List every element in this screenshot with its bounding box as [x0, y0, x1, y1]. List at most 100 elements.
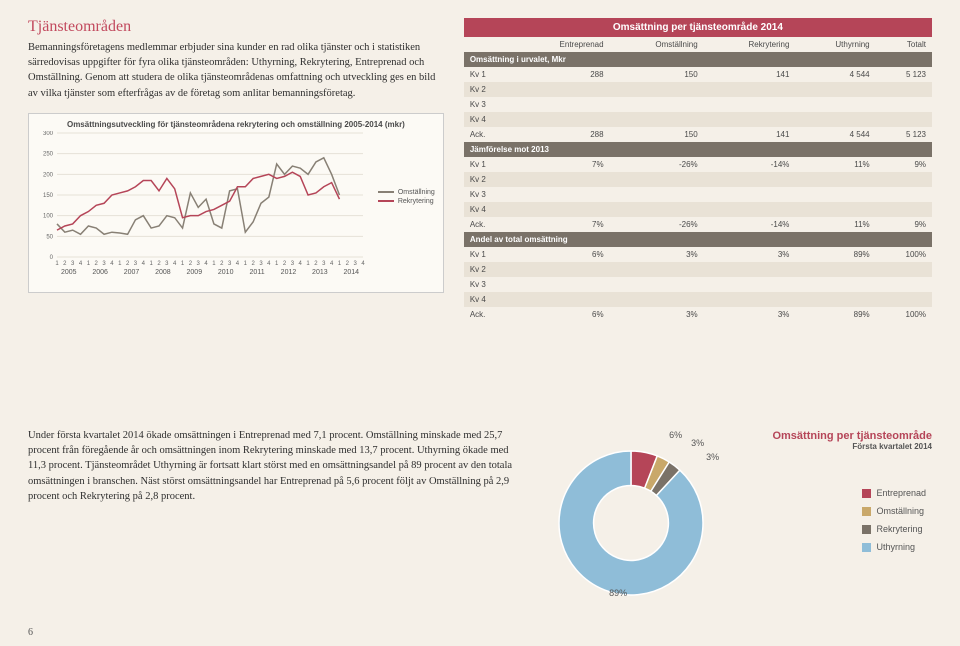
legend-label: Rekrytering — [398, 198, 434, 205]
legend-swatch — [862, 507, 871, 516]
table-cell: 9% — [876, 217, 932, 232]
table-cell — [512, 82, 609, 97]
table-cell: -14% — [704, 217, 796, 232]
table-cell — [876, 172, 932, 187]
svg-text:4: 4 — [361, 261, 365, 267]
table-cell: -26% — [610, 157, 704, 172]
legend-label: Entreprenad — [876, 488, 926, 498]
table-cell: 7% — [512, 157, 609, 172]
table-cell: 4 544 — [795, 67, 875, 82]
table-row: Kv 4 — [464, 292, 932, 307]
table-cell — [610, 187, 704, 202]
legend-swatch — [862, 543, 871, 552]
table-cell: 288 — [512, 127, 609, 142]
table-cell — [795, 97, 875, 112]
table-cell — [704, 292, 796, 307]
table-cell: 11% — [795, 157, 875, 172]
table-cell — [704, 202, 796, 217]
svg-text:4: 4 — [267, 261, 271, 267]
table-cell — [704, 172, 796, 187]
table-row: Kv 2 — [464, 262, 932, 277]
table-cell — [876, 202, 932, 217]
svg-text:2: 2 — [126, 261, 130, 267]
legend-swatch — [862, 489, 871, 498]
table-cell — [512, 262, 609, 277]
table-col-header — [464, 37, 513, 52]
table-cell: 9% — [876, 157, 932, 172]
table-cell: Kv 4 — [464, 112, 513, 127]
svg-text:2005: 2005 — [61, 269, 77, 276]
svg-text:2007: 2007 — [124, 269, 140, 276]
table-col-header: Entreprenad — [512, 37, 609, 52]
svg-text:2: 2 — [220, 261, 224, 267]
svg-text:250: 250 — [43, 152, 54, 158]
table-row: Kv 2 — [464, 172, 932, 187]
svg-text:3: 3 — [102, 261, 106, 267]
table-cell: Kv 1 — [464, 247, 513, 262]
table-cell: Kv 1 — [464, 157, 513, 172]
table-row: Kv 3 — [464, 187, 932, 202]
table-cell — [876, 292, 932, 307]
svg-text:1: 1 — [306, 261, 310, 267]
table-cell: 150 — [610, 67, 704, 82]
table-row: Kv 12881501414 5445 123 — [464, 67, 932, 82]
table-cell — [795, 202, 875, 217]
page-number: 6 — [28, 627, 33, 638]
svg-text:4: 4 — [204, 261, 208, 267]
section-title: Tjänsteområden — [28, 18, 444, 36]
svg-text:1: 1 — [275, 261, 279, 267]
table-cell: Kv 2 — [464, 82, 513, 97]
table-cell — [876, 112, 932, 127]
table-row: Kv 16%3%3%89%100% — [464, 247, 932, 262]
table-cell: 3% — [610, 247, 704, 262]
table-cell — [512, 187, 609, 202]
data-table: EntreprenadOmställningRekryteringUthyrni… — [464, 37, 932, 322]
svg-text:0: 0 — [50, 255, 54, 261]
svg-text:2013: 2013 — [312, 269, 328, 276]
table-cell: 89% — [795, 247, 875, 262]
svg-text:3: 3 — [353, 261, 357, 267]
svg-text:2: 2 — [189, 261, 193, 267]
svg-text:2: 2 — [314, 261, 318, 267]
table-cell — [512, 277, 609, 292]
table-cell — [795, 187, 875, 202]
table-cell — [610, 292, 704, 307]
table-cell — [704, 97, 796, 112]
table-cell: 141 — [704, 127, 796, 142]
table-cell: Ack. — [464, 217, 513, 232]
table-cell: 4 544 — [795, 127, 875, 142]
table-section-header: Omsättning i urvalet, Mkr — [464, 52, 932, 67]
table-row: Kv 17%-26%-14%11%9% — [464, 157, 932, 172]
table-cell: 3% — [704, 307, 796, 322]
svg-text:1: 1 — [212, 261, 216, 267]
svg-text:3: 3 — [322, 261, 326, 267]
svg-text:2011: 2011 — [250, 269, 265, 276]
table-cell: Kv 4 — [464, 292, 513, 307]
donut-title-main: Omsättning per tjänsteområde — [772, 430, 932, 442]
svg-text:2: 2 — [283, 261, 287, 267]
table-row: Kv 3 — [464, 277, 932, 292]
table-cell: 5 123 — [876, 127, 932, 142]
svg-text:1: 1 — [181, 261, 185, 267]
table-cell — [704, 187, 796, 202]
table-cell — [610, 172, 704, 187]
table-col-header: Totalt — [876, 37, 932, 52]
table-cell — [704, 112, 796, 127]
svg-text:4: 4 — [236, 261, 240, 267]
table-title: Omsättning per tjänsteområde 2014 — [464, 18, 932, 37]
svg-text:4: 4 — [173, 261, 177, 267]
table-col-header: Uthyrning — [795, 37, 875, 52]
svg-text:1: 1 — [338, 261, 342, 267]
svg-text:3: 3 — [228, 261, 232, 267]
analysis-paragraph: Under första kvartalet 2014 ökade omsätt… — [28, 428, 516, 504]
table-cell: 3% — [704, 247, 796, 262]
table-cell: -26% — [610, 217, 704, 232]
svg-text:2: 2 — [157, 261, 161, 267]
donut-pct-label: 3% — [706, 452, 719, 462]
svg-text:2010: 2010 — [218, 269, 234, 276]
table-cell: Ack. — [464, 307, 513, 322]
table-cell: Ack. — [464, 127, 513, 142]
table-cell: 288 — [512, 67, 609, 82]
svg-text:2: 2 — [346, 261, 350, 267]
table-cell: Kv 4 — [464, 202, 513, 217]
